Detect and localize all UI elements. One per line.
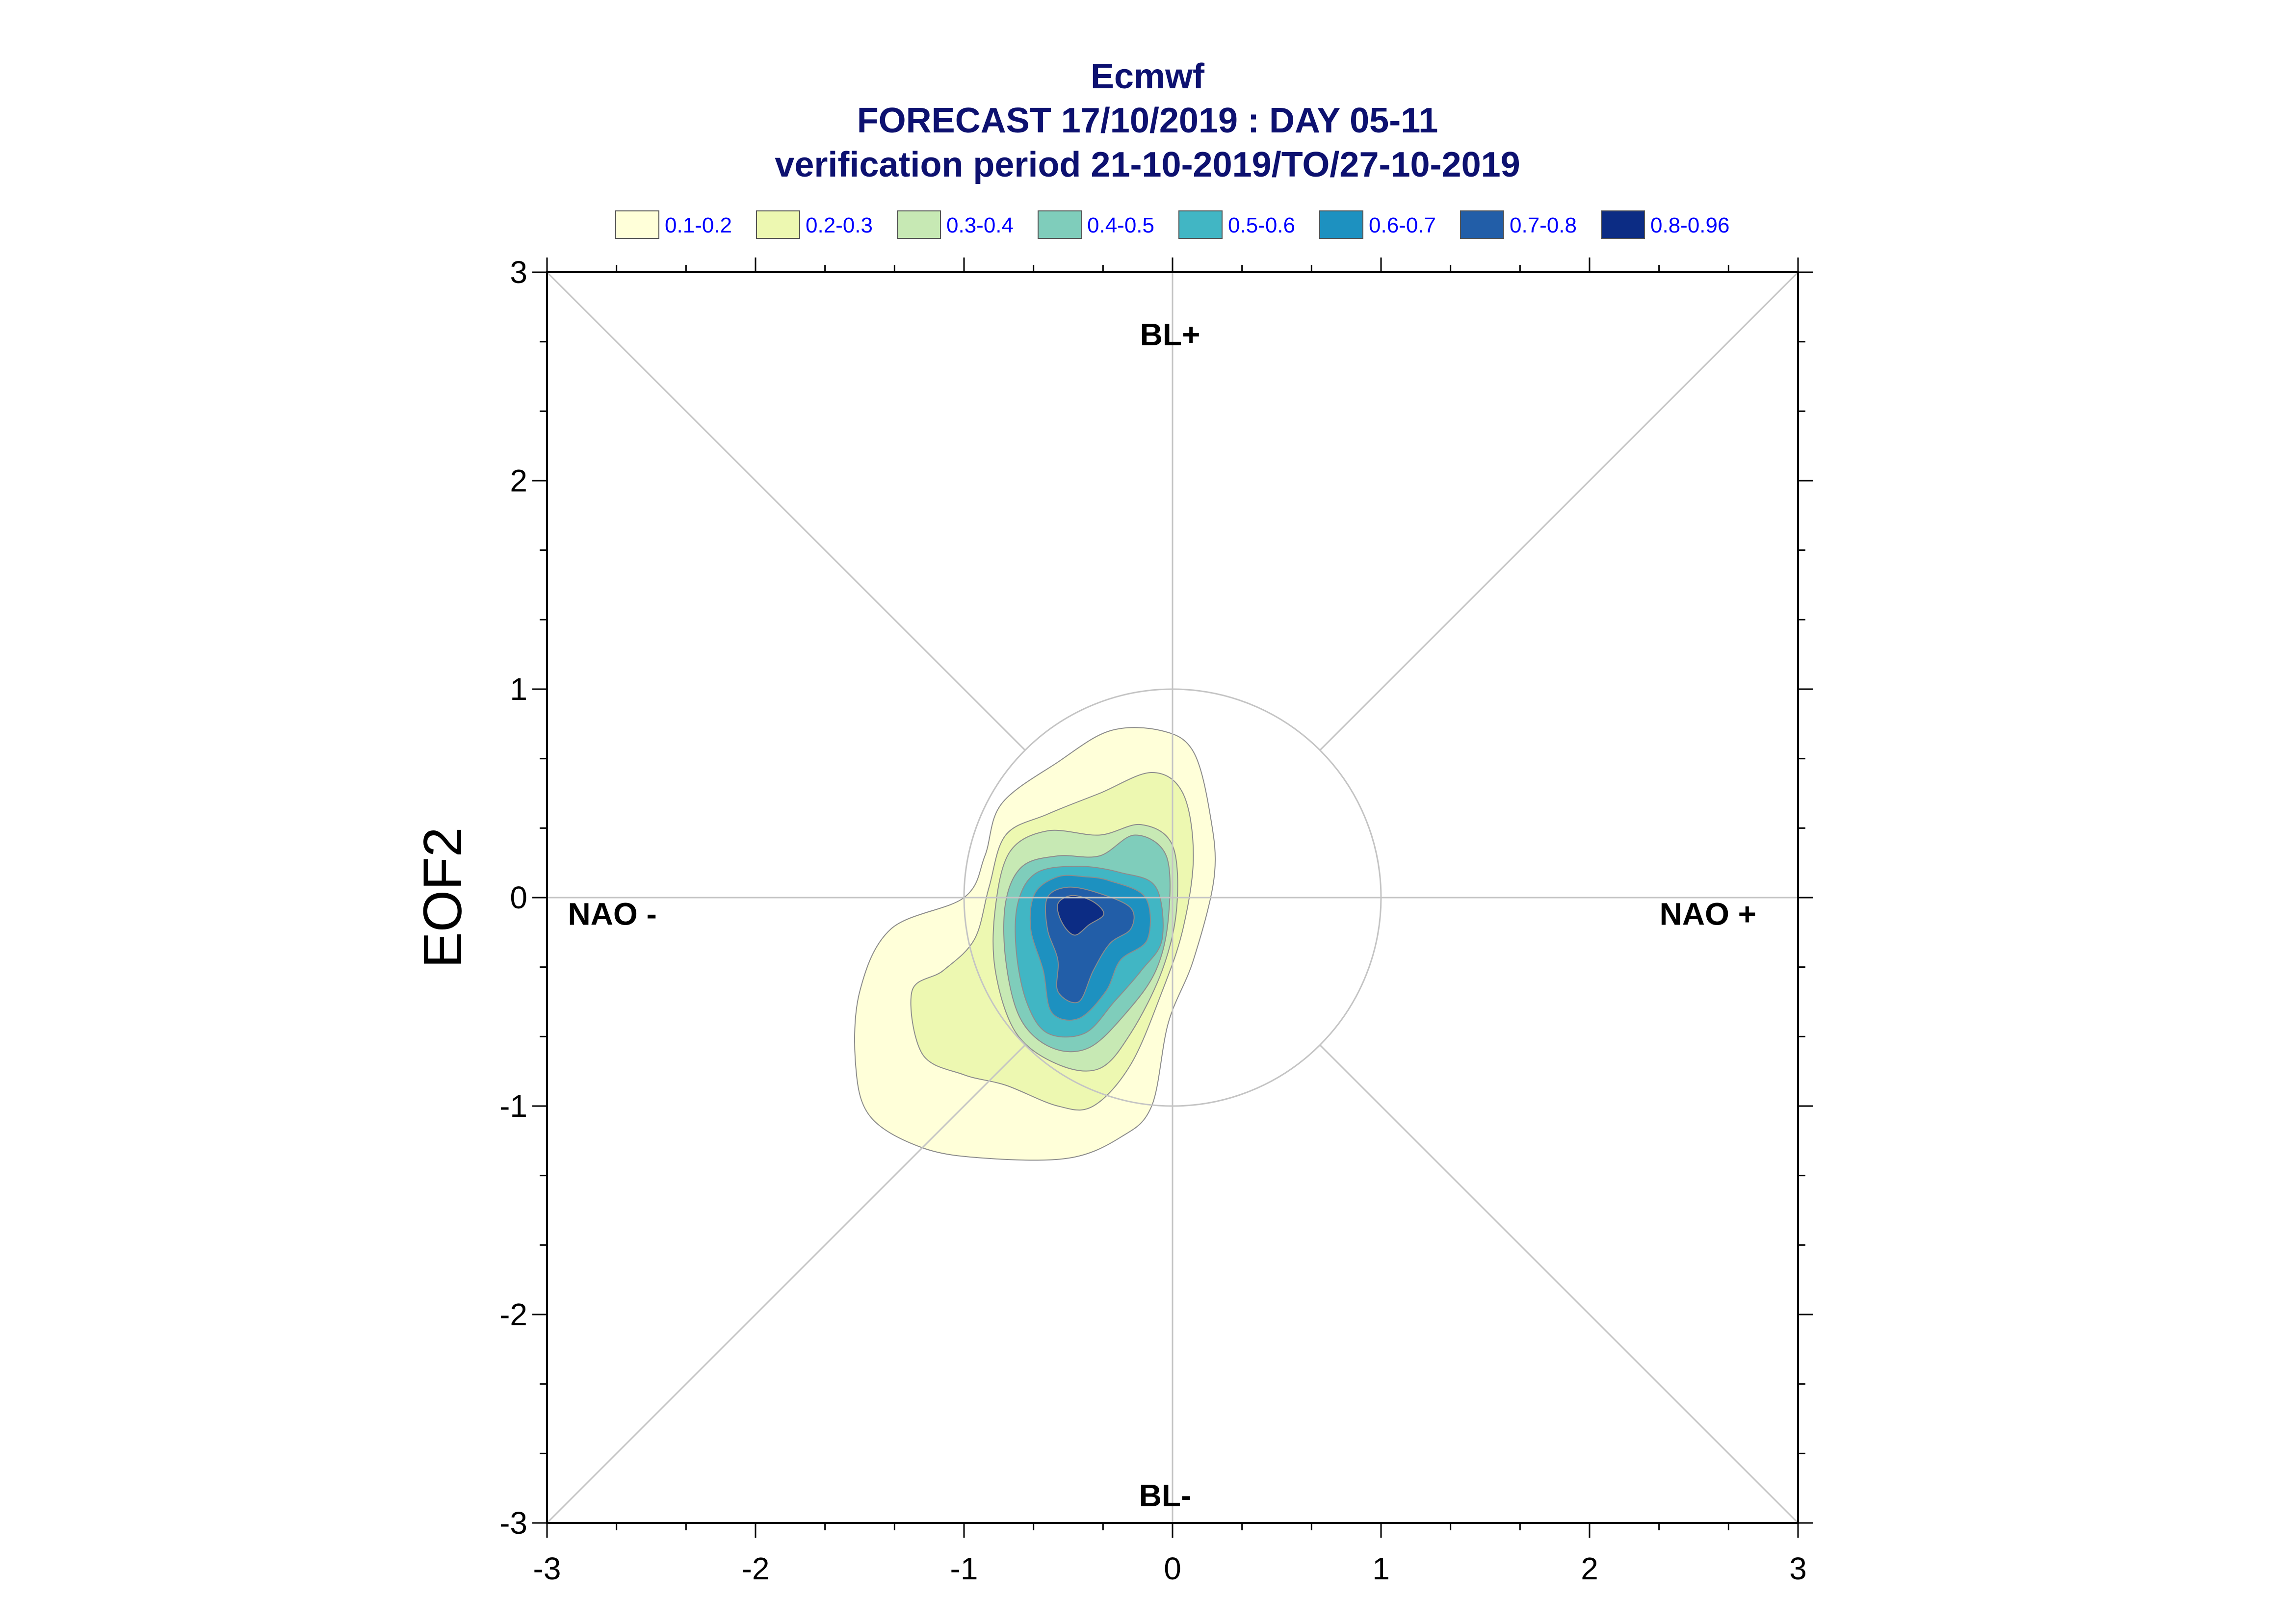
x-tick-label: 1 [1372, 1551, 1390, 1586]
plot-area: -3 -2 -1 0 1 2 3 -3 -2 -1 0 1 2 3 [499, 255, 1813, 1586]
y-axis-label: EOF2 [413, 827, 473, 968]
y-tick-label: 0 [510, 880, 527, 915]
legend-swatch [756, 210, 800, 239]
x-tick-label: 0 [1164, 1551, 1181, 1586]
legend-swatch [1601, 210, 1645, 239]
diagonal-top-left [546, 271, 1026, 751]
legend-label: 0.6-0.7 [1369, 213, 1436, 237]
chart-title-line-1: Ecmwf [1091, 57, 1205, 96]
contour-0.8-0.96 [1057, 895, 1104, 936]
legend-label: 0.7-0.8 [1510, 213, 1577, 237]
legend-swatch [1319, 210, 1363, 239]
legend-label: 0.1-0.2 [665, 213, 732, 237]
diagonal-bottom-right [1319, 1044, 1799, 1524]
legend-swatch [615, 210, 659, 239]
y-tick-label: -1 [499, 1088, 527, 1124]
chart-title-line-3: verification period 21-10-2019/TO/27-10-… [775, 145, 1520, 184]
axis-tick-labels: -3 -2 -1 0 1 2 3 -3 -2 -1 0 1 2 3 [499, 255, 1807, 1586]
regime-label-nao-plus: NAO + [1660, 896, 1756, 931]
x-tick-label: -1 [950, 1551, 978, 1586]
y-tick-label: 1 [510, 671, 527, 707]
diagonal-bottom-left [546, 1044, 1026, 1524]
density-contours [854, 727, 1216, 1161]
legend-label: 0.3-0.4 [946, 213, 1014, 237]
x-axis-label: EOF1 [1102, 1617, 1243, 1624]
x-tick-label: -2 [742, 1551, 770, 1586]
x-tick-label: -3 [533, 1551, 561, 1586]
y-tick-label: 2 [510, 463, 527, 498]
y-tick-label: -3 [499, 1505, 527, 1541]
chart-title: Ecmwf FORECAST 17/10/2019 : DAY 05-11 ve… [775, 57, 1520, 184]
legend-label: 0.2-0.3 [806, 213, 873, 237]
legend-swatch [897, 210, 941, 239]
legend-label: 0.8-0.96 [1650, 213, 1729, 237]
diagonal-top-right [1319, 271, 1799, 751]
legend-swatch [1460, 210, 1504, 239]
legend: 0.1-0.2 0.2-0.3 0.3-0.4 0.4-0.5 0.5-0.6 0.6-0… [615, 210, 1729, 239]
legend-swatch [1038, 210, 1082, 239]
regime-label-bl-plus: BL+ [1140, 317, 1200, 352]
reference-lines [546, 271, 1799, 1524]
axis-ticks [532, 258, 1813, 1538]
regime-label-nao-minus: NAO - [568, 896, 657, 931]
chart-title-line-2: FORECAST 17/10/2019 : DAY 05-11 [857, 101, 1438, 140]
x-tick-label: 3 [1789, 1551, 1807, 1586]
regime-label-bl-minus: BL- [1139, 1478, 1192, 1513]
legend-label: 0.5-0.6 [1228, 213, 1295, 237]
y-tick-label: -2 [499, 1297, 527, 1332]
legend-label: 0.4-0.5 [1087, 213, 1154, 237]
x-tick-label: 2 [1581, 1551, 1598, 1586]
y-tick-label: 3 [510, 255, 527, 290]
unit-circle [963, 688, 1382, 1107]
legend-swatch [1178, 210, 1223, 239]
